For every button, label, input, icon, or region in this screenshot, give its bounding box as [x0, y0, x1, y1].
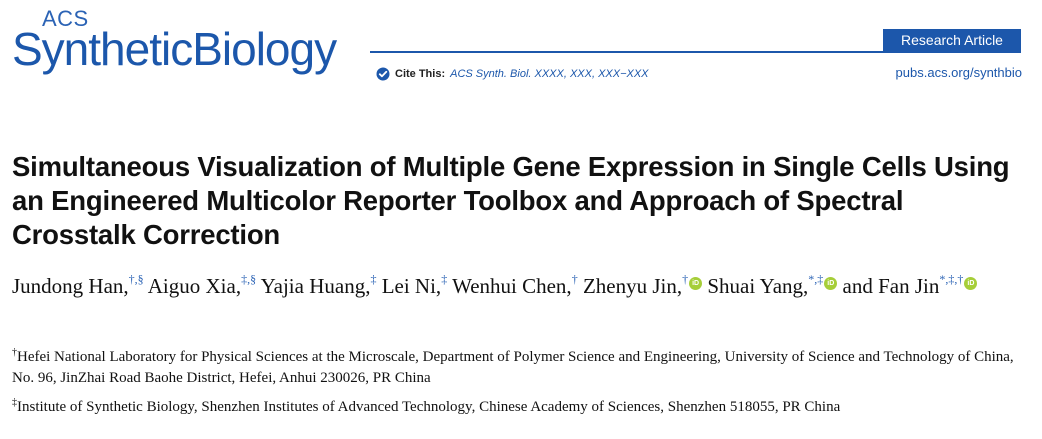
- cite-this-row[interactable]: Cite This: ACS Synth. Biol. XXXX, XXX, X…: [376, 66, 649, 82]
- author-affiliation-marks: ‡: [370, 272, 377, 286]
- author-name: Yajia Huang,: [260, 274, 371, 298]
- affiliation: ‡Institute of Synthetic Biology, Shenzhe…: [12, 392, 1030, 418]
- author: Yajia Huang,‡: [260, 272, 377, 298]
- affiliation-mark: ‡: [12, 397, 17, 408]
- author-name: Aiguo Xia,: [147, 274, 242, 298]
- affiliation-text: Institute of Synthetic Biology, Shenzhen…: [17, 399, 841, 415]
- author: Shuai Yang,*,‡ iD: [707, 272, 838, 298]
- check-circle-icon: [376, 67, 390, 81]
- author: Wenhui Chen,†: [452, 272, 578, 298]
- article-title: Simultaneous Visualization of Multiple G…: [12, 151, 1010, 250]
- author-affiliation-marks: †: [571, 272, 578, 286]
- cite-reference-link[interactable]: ACS Synth. Biol. XXXX, XXX, XXX−XXX: [450, 68, 649, 80]
- author: Aiguo Xia,‡,§: [147, 272, 257, 298]
- affiliation: †Hefei National Laboratory for Physical …: [12, 342, 1030, 389]
- author-affiliation-marks: ‡: [441, 272, 448, 286]
- author: Lei Ni,‡: [381, 272, 448, 298]
- author-name: Shuai Yang,: [707, 274, 809, 298]
- author-name: Lei Ni,: [381, 274, 442, 298]
- affiliation-mark: †: [12, 347, 17, 358]
- logo-journal-name: SyntheticBiology: [12, 23, 337, 75]
- orcid-icon[interactable]: iD: [689, 277, 703, 290]
- author-name: Wenhui Chen,: [452, 274, 572, 298]
- logo-word-synthetic: Synthetic: [12, 23, 193, 75]
- author-affiliation-marks: *,‡: [808, 272, 824, 286]
- author-affiliation-marks: †,§: [128, 272, 144, 286]
- header-rule: [370, 51, 1021, 53]
- logo-acs-text: ACS: [42, 6, 89, 31]
- author: Jundong Han,†,§: [12, 272, 144, 298]
- author-affiliation-marks: ‡,§: [241, 272, 257, 286]
- affiliation-list: †Hefei National Laboratory for Physical …: [12, 342, 1030, 421]
- cite-label: Cite This:: [395, 68, 446, 80]
- author-affiliation-marks: †: [682, 272, 689, 286]
- orcid-icon[interactable]: iD: [824, 277, 838, 290]
- author-list: Jundong Han,†,§ Aiguo Xia,‡,§ Yajia Huan…: [12, 266, 1032, 301]
- orcid-icon[interactable]: iD: [964, 277, 978, 290]
- author-name: Jundong Han,: [12, 274, 129, 298]
- article-type-badge: Research Article: [883, 29, 1021, 51]
- author-name: Zhenyu Jin,: [582, 274, 683, 298]
- author-name: and Fan Jin: [842, 274, 940, 298]
- author: Zhenyu Jin,† iD: [582, 272, 703, 298]
- journal-url-link[interactable]: pubs.acs.org/synthbio: [895, 65, 1022, 80]
- author-affiliation-marks: *,‡,†: [939, 272, 964, 286]
- author: and Fan Jin*,‡,† iD: [842, 272, 978, 298]
- affiliation-text: Hefei National Laboratory for Physical S…: [12, 349, 1014, 386]
- logo-word-biology: Biology: [192, 23, 337, 75]
- journal-logo: ACS SyntheticBiology: [12, 6, 372, 86]
